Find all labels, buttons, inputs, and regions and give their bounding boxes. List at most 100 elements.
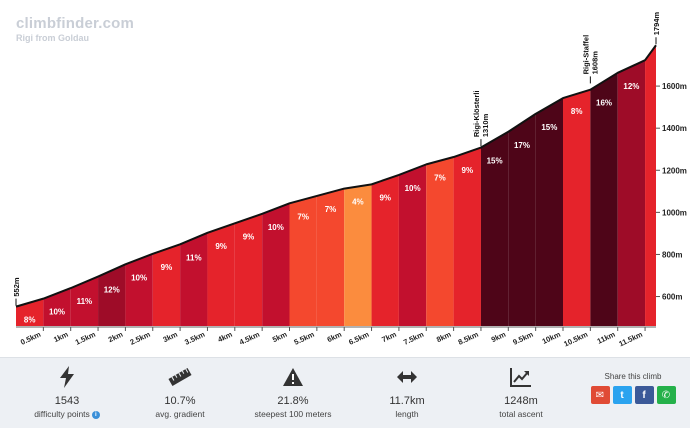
stat-steepest: 21.8% steepest 100 meters bbox=[238, 358, 348, 419]
profile-segment bbox=[316, 188, 345, 326]
annotation: 1794m bbox=[652, 12, 661, 36]
stat-label: total ascent bbox=[499, 409, 543, 419]
gradient-label: 15% bbox=[487, 157, 503, 166]
profile-segment bbox=[535, 98, 564, 326]
x-tick-label: 8km bbox=[435, 330, 453, 345]
profile-segment bbox=[344, 184, 372, 326]
x-tick-label: 10km bbox=[541, 330, 562, 346]
gradient-label: 4% bbox=[352, 198, 364, 207]
x-tick-label: 3km bbox=[162, 330, 180, 345]
y-tick-label: 1400m bbox=[662, 124, 687, 133]
profile-segment bbox=[43, 288, 71, 326]
profile-segment bbox=[617, 60, 646, 327]
horizontal-arrows-icon bbox=[352, 364, 462, 390]
stat-label: difficulty points i bbox=[12, 409, 122, 419]
share-email-button[interactable]: ✉ bbox=[590, 386, 610, 404]
y-tick-label: 1200m bbox=[662, 166, 687, 175]
gradient-label: 8% bbox=[24, 316, 36, 325]
stat-value: 11.7km bbox=[389, 395, 425, 407]
x-tick-label: 2.5km bbox=[129, 330, 152, 347]
x-tick-label: 7.5km bbox=[402, 330, 425, 347]
x-tick-label: 1km bbox=[52, 330, 70, 345]
stat-value: 21.8% bbox=[277, 395, 309, 407]
stat-label-text: difficulty points bbox=[34, 409, 90, 419]
gradient-label: 10% bbox=[131, 273, 147, 282]
profile-segment bbox=[480, 131, 509, 326]
gradient-label: 9% bbox=[215, 242, 227, 251]
elevation-profile-chart: 8% 10% 11% 12% 10% 9% 11% 9% 9% 10% 7% 7% 4% 9% 10% 7% 9… bbox=[12, 12, 687, 349]
profile-segment bbox=[508, 113, 536, 327]
gradient-label: 12% bbox=[104, 286, 120, 295]
profile-segment bbox=[152, 244, 181, 326]
annotation-label: 1794m bbox=[652, 12, 661, 36]
stat-value: 1248m bbox=[504, 395, 538, 407]
share-panel: Share this climb ✉ t f ✆ bbox=[583, 372, 683, 404]
gradient-label: 10% bbox=[268, 223, 284, 232]
warning-icon bbox=[238, 364, 348, 390]
gradient-label: 7% bbox=[434, 173, 446, 182]
profile-segment bbox=[289, 195, 317, 326]
ruler-icon bbox=[125, 364, 235, 390]
lightning-icon bbox=[12, 364, 122, 390]
y-tick-label: 800m bbox=[662, 250, 682, 259]
gradient-label: 9% bbox=[243, 232, 255, 241]
x-tick-label: 9km bbox=[490, 330, 508, 345]
y-tick-label: 1000m bbox=[662, 208, 687, 217]
x-tick-label: 5km bbox=[271, 330, 289, 345]
x-tick-label: 9.5km bbox=[511, 330, 534, 347]
x-tick-label: 3.5km bbox=[183, 330, 206, 347]
gradient-label: 8% bbox=[571, 107, 583, 116]
profile-segment bbox=[563, 89, 591, 326]
profile-segment bbox=[98, 264, 126, 326]
x-tick-label: 10.5km bbox=[562, 330, 589, 349]
annotation-label: Rigi-Klösterli bbox=[472, 90, 481, 137]
profile-segment bbox=[590, 72, 618, 326]
stat-length: 11.7km length bbox=[352, 358, 462, 419]
stat-value: 10.7% bbox=[164, 395, 196, 407]
x-tick-label: 7km bbox=[380, 330, 398, 345]
profile-segment bbox=[234, 213, 263, 326]
x-tick-label: 0.5km bbox=[19, 330, 42, 347]
gradient-label: 7% bbox=[297, 212, 309, 221]
gradient-label: 10% bbox=[405, 184, 421, 193]
profile-segment bbox=[426, 157, 454, 326]
share-twitter-button[interactable]: t bbox=[612, 386, 632, 404]
x-tick-label: 4km bbox=[216, 330, 234, 345]
trend-up-icon bbox=[466, 364, 576, 390]
annotation-sublabel: 1310m bbox=[481, 113, 490, 137]
stat-label: avg. gradient bbox=[155, 409, 205, 419]
x-tick-label: 6.5km bbox=[347, 330, 370, 347]
gradient-label: 9% bbox=[379, 193, 391, 202]
gradient-label: 15% bbox=[541, 123, 557, 132]
gradient-label: 12% bbox=[623, 82, 639, 91]
annotation-label: 552m bbox=[12, 277, 21, 297]
stat-difficulty: 1543 difficulty points i bbox=[12, 358, 122, 419]
x-tick-label: 1.5km bbox=[74, 330, 97, 347]
brand-name[interactable]: climbfinder.com bbox=[16, 15, 135, 32]
share-facebook-button[interactable]: f bbox=[634, 386, 654, 404]
x-tick-label: 11.5km bbox=[617, 330, 644, 349]
annotation-label: Rigi-Staffel bbox=[581, 35, 590, 75]
share-whatsapp-button[interactable]: ✆ bbox=[656, 386, 676, 404]
x-tick-label: 11km bbox=[596, 330, 617, 346]
climb-subtitle: Rigi from Goldau bbox=[16, 33, 89, 43]
profile-segment bbox=[180, 232, 208, 326]
brand: climbfinder.com Rigi from Goldau bbox=[16, 15, 134, 43]
stat-avg-gradient: 10.7% avg. gradient bbox=[125, 358, 235, 419]
gradient-label: 7% bbox=[325, 205, 337, 214]
stat-value: 1543 bbox=[54, 395, 80, 407]
profile-segment bbox=[262, 203, 290, 326]
profile-segment bbox=[207, 223, 235, 326]
info-icon[interactable]: i bbox=[91, 410, 100, 419]
profile-segment bbox=[398, 164, 427, 326]
stats-bar: 1543 difficulty points i 10.7% avg. gradi… bbox=[0, 357, 690, 428]
x-tick-label: 2km bbox=[107, 330, 125, 345]
annotation: Rigi-Staffel 1608m bbox=[581, 35, 599, 75]
gradient-label: 9% bbox=[161, 263, 173, 272]
annotation-sublabel: 1608m bbox=[590, 51, 599, 75]
x-tick-label: 8.5km bbox=[457, 330, 480, 347]
gradient-label: 9% bbox=[462, 166, 474, 175]
annotation: Rigi-Klösterli 1310m bbox=[472, 90, 490, 137]
profile-segment bbox=[645, 45, 656, 326]
stat-total-ascent: 1248m total ascent bbox=[466, 358, 576, 419]
